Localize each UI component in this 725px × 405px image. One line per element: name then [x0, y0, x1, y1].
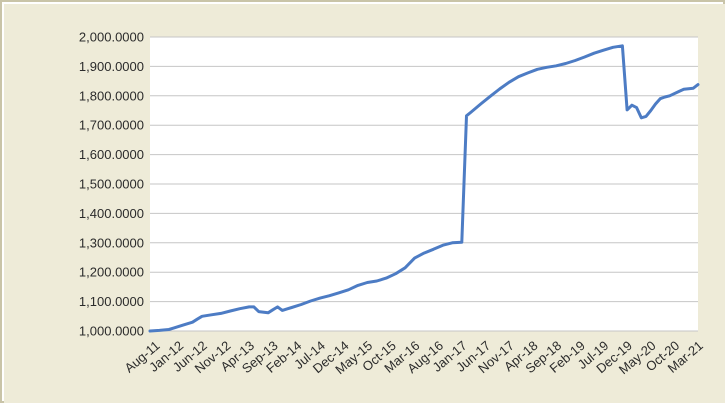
data-point — [347, 289, 349, 291]
data-point — [310, 300, 312, 302]
data-point — [697, 84, 699, 86]
data-point — [286, 308, 288, 310]
data-point — [631, 104, 633, 106]
data-point — [654, 103, 657, 105]
data-point — [376, 280, 378, 282]
data-point — [669, 95, 671, 97]
data-point — [432, 248, 434, 250]
data-point — [404, 267, 406, 269]
data-point — [683, 88, 685, 90]
data-point — [574, 59, 576, 62]
y-axis-ticks: 1,000.0000 1,100.0000 1,200.0000 1,300.0000… — [79, 30, 144, 339]
data-point — [229, 310, 231, 312]
data-point — [191, 321, 194, 323]
data-point — [664, 96, 666, 98]
y-tick-label: 1,300.0000 — [79, 235, 144, 250]
data-point — [565, 62, 567, 65]
data-point — [499, 88, 501, 90]
data-point — [291, 306, 293, 309]
data-point — [182, 324, 184, 326]
data-point — [517, 76, 520, 78]
data-point — [626, 109, 628, 111]
data-point — [328, 295, 331, 297]
data-point — [536, 68, 539, 70]
data-point — [461, 241, 463, 243]
data-point — [640, 117, 642, 119]
data-point — [267, 312, 269, 314]
data-point — [168, 328, 170, 331]
data-point — [508, 81, 510, 83]
gridlines — [150, 36, 698, 332]
y-tick-label: 1,700.0000 — [79, 118, 144, 133]
data-point — [210, 314, 212, 316]
data-point — [158, 329, 160, 331]
data-point — [196, 318, 198, 320]
data-point — [366, 281, 368, 284]
data-point — [678, 90, 680, 92]
y-tick-label: 1,400.0000 — [79, 206, 144, 221]
data-point — [480, 103, 482, 105]
data-point — [277, 306, 279, 308]
data-point — [621, 45, 624, 47]
data-point — [414, 257, 416, 259]
data-point — [451, 242, 453, 244]
data-point — [272, 309, 274, 311]
data-point — [338, 292, 340, 294]
data-point — [281, 309, 283, 311]
data-point — [239, 308, 241, 310]
data-point — [602, 49, 605, 51]
data-point — [659, 98, 661, 100]
y-tick-label: 1,100.0000 — [79, 294, 144, 309]
data-point — [584, 56, 586, 58]
data-point — [593, 52, 595, 54]
data-point — [319, 297, 321, 299]
data-point — [650, 109, 652, 112]
data-point — [612, 46, 614, 48]
data-point — [248, 306, 250, 308]
data-point — [442, 244, 444, 246]
data-point — [300, 303, 302, 306]
y-tick-label: 1,600.0000 — [79, 147, 144, 162]
y-tick-label: 1,800.0000 — [79, 88, 144, 103]
data-point — [357, 284, 359, 286]
y-tick-label: 1,900.0000 — [79, 59, 144, 74]
data-point — [395, 273, 397, 275]
data-point — [555, 65, 557, 67]
data-point — [645, 115, 647, 117]
data-point — [258, 311, 260, 313]
data-point — [201, 315, 203, 317]
data-point — [527, 72, 529, 74]
data-point — [489, 95, 491, 97]
data-point — [692, 87, 694, 89]
y-tick-label: 1,200.0000 — [79, 265, 144, 280]
data-point — [636, 107, 638, 109]
series-points — [149, 45, 699, 332]
data-point — [385, 277, 387, 279]
y-tick-label: 1,000.0000 — [79, 324, 144, 339]
data-point — [173, 327, 175, 329]
data-point — [423, 252, 425, 254]
data-point — [465, 115, 468, 117]
data-point — [470, 111, 472, 113]
data-point — [149, 330, 151, 332]
data-point — [253, 306, 255, 308]
y-tick-label: 2,000.0000 — [79, 30, 144, 45]
y-tick-label: 1,500.0000 — [79, 177, 144, 192]
data-point — [220, 312, 222, 314]
data-point — [546, 66, 548, 68]
